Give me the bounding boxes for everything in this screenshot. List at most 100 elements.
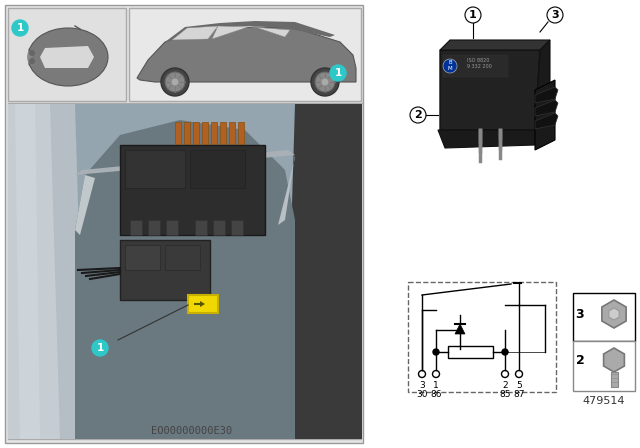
Circle shape xyxy=(330,65,346,81)
Circle shape xyxy=(311,68,339,96)
Polygon shape xyxy=(212,26,248,39)
Text: 1: 1 xyxy=(97,343,104,353)
Text: 85: 85 xyxy=(499,390,511,399)
Bar xyxy=(125,150,185,188)
Text: 2: 2 xyxy=(575,353,584,366)
Polygon shape xyxy=(75,150,295,175)
Bar xyxy=(448,346,493,358)
Bar xyxy=(573,341,635,391)
Polygon shape xyxy=(15,104,40,439)
Text: 1: 1 xyxy=(433,381,439,390)
Circle shape xyxy=(321,78,329,86)
Polygon shape xyxy=(75,104,295,439)
Text: ISO 8820: ISO 8820 xyxy=(467,59,490,64)
Polygon shape xyxy=(172,26,218,40)
Text: 1: 1 xyxy=(17,23,24,33)
Polygon shape xyxy=(165,21,335,42)
Circle shape xyxy=(547,7,563,23)
Circle shape xyxy=(315,72,335,92)
Circle shape xyxy=(29,58,35,64)
Polygon shape xyxy=(8,104,85,439)
Text: 30: 30 xyxy=(416,390,428,399)
Text: B: B xyxy=(448,60,452,65)
Text: EO00000000E30: EO00000000E30 xyxy=(152,426,232,436)
Circle shape xyxy=(433,349,439,355)
Circle shape xyxy=(443,59,457,73)
Bar xyxy=(130,220,142,235)
Circle shape xyxy=(161,68,189,96)
Polygon shape xyxy=(200,301,205,307)
Bar xyxy=(220,122,226,144)
Text: 3: 3 xyxy=(419,381,425,390)
Bar xyxy=(611,372,618,387)
Bar xyxy=(202,122,208,144)
Circle shape xyxy=(165,72,185,92)
Bar xyxy=(573,293,635,341)
Circle shape xyxy=(502,349,508,355)
Bar xyxy=(408,282,556,392)
Polygon shape xyxy=(438,130,538,148)
Polygon shape xyxy=(8,104,60,439)
Bar xyxy=(211,122,217,144)
Polygon shape xyxy=(440,40,550,50)
Text: 3: 3 xyxy=(576,307,584,320)
Polygon shape xyxy=(75,120,295,439)
Bar xyxy=(165,245,200,270)
Polygon shape xyxy=(609,308,619,320)
Circle shape xyxy=(465,7,481,23)
Bar xyxy=(195,220,207,235)
Polygon shape xyxy=(535,40,550,130)
Text: 9 332 200: 9 332 200 xyxy=(467,65,492,69)
Text: 2: 2 xyxy=(502,381,508,390)
Bar xyxy=(129,8,361,101)
Bar xyxy=(166,220,178,235)
Text: 1: 1 xyxy=(469,10,477,20)
Bar xyxy=(184,122,190,144)
Bar xyxy=(193,122,199,144)
Circle shape xyxy=(92,340,108,356)
Text: 3: 3 xyxy=(551,10,559,20)
Text: 479514: 479514 xyxy=(583,396,625,406)
Polygon shape xyxy=(285,104,362,439)
Text: 2: 2 xyxy=(414,110,422,120)
Polygon shape xyxy=(28,48,32,66)
Bar xyxy=(8,104,361,439)
Polygon shape xyxy=(75,175,95,235)
Text: 86: 86 xyxy=(430,390,442,399)
Text: M: M xyxy=(448,66,452,72)
Text: 87: 87 xyxy=(513,390,525,399)
Polygon shape xyxy=(440,50,540,130)
Polygon shape xyxy=(278,155,295,225)
Polygon shape xyxy=(137,27,356,82)
Bar xyxy=(5,5,363,443)
Circle shape xyxy=(29,50,35,56)
Circle shape xyxy=(12,20,28,36)
Bar xyxy=(190,150,245,188)
Text: 1: 1 xyxy=(334,68,342,78)
Bar xyxy=(148,220,160,235)
Polygon shape xyxy=(252,27,290,37)
Circle shape xyxy=(171,78,179,86)
Polygon shape xyxy=(535,113,558,129)
Bar xyxy=(175,122,181,144)
Circle shape xyxy=(410,107,426,123)
Polygon shape xyxy=(602,300,626,328)
Ellipse shape xyxy=(28,28,108,86)
Polygon shape xyxy=(455,324,465,334)
Bar xyxy=(120,145,265,235)
Bar xyxy=(229,122,235,144)
Bar xyxy=(125,245,160,270)
Polygon shape xyxy=(535,100,558,116)
Bar xyxy=(120,240,210,300)
Bar xyxy=(213,220,225,235)
Bar xyxy=(238,122,244,144)
Polygon shape xyxy=(40,46,94,68)
Bar xyxy=(443,55,508,77)
Bar xyxy=(188,295,218,313)
Bar xyxy=(231,220,243,235)
Bar xyxy=(395,5,635,200)
Text: 5: 5 xyxy=(516,381,522,390)
Bar xyxy=(8,8,126,101)
Polygon shape xyxy=(535,87,558,103)
Polygon shape xyxy=(535,80,555,150)
